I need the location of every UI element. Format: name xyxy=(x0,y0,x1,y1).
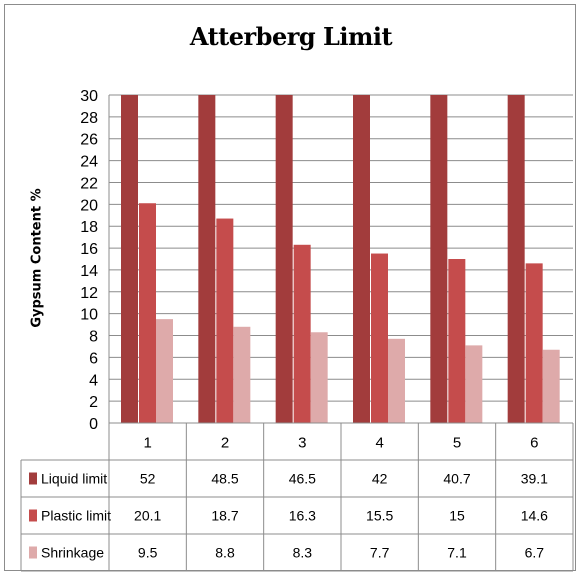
legend-swatch xyxy=(29,509,37,522)
bar-liquid-limit xyxy=(121,95,138,423)
bar-plastic-limit xyxy=(216,218,234,423)
x-category-label: 5 xyxy=(453,435,461,452)
data-table-value: 8.3 xyxy=(293,545,313,561)
bar-liquid-limit xyxy=(353,95,370,423)
bar-shrinkage xyxy=(542,349,560,423)
data-table-value: 16.3 xyxy=(289,508,316,524)
bar-shrinkage xyxy=(310,332,328,423)
x-category-label: 2 xyxy=(221,435,229,452)
bar-liquid-limit xyxy=(275,95,293,423)
legend-swatch xyxy=(29,546,37,559)
data-table-value: 42 xyxy=(372,471,388,487)
bar-liquid-limit xyxy=(507,95,525,423)
y-tick-label: 12 xyxy=(80,285,98,302)
chart-title: Atterberg Limit xyxy=(189,22,393,51)
data-table-value: 7.1 xyxy=(447,545,467,561)
y-tick-label: 28 xyxy=(80,110,98,127)
x-category-label: 1 xyxy=(143,435,151,452)
bar-plastic-limit xyxy=(293,244,311,423)
bar-shrinkage xyxy=(388,338,405,423)
data-table-value: 15.5 xyxy=(366,508,393,524)
legend-label: Liquid limit xyxy=(41,471,107,487)
y-tick-label: 4 xyxy=(89,372,98,389)
bar-plastic-limit xyxy=(448,259,466,423)
data-table-value: 39.1 xyxy=(521,471,548,487)
bar-liquid-limit xyxy=(430,95,448,423)
y-tick-label: 2 xyxy=(89,394,98,411)
legend-swatch xyxy=(29,472,37,485)
data-table-value: 40.7 xyxy=(443,471,470,487)
y-tick-label: 24 xyxy=(80,154,98,171)
y-tick-label: 20 xyxy=(80,197,98,214)
y-tick-label: 18 xyxy=(80,219,98,236)
data-table-value: 9.5 xyxy=(138,545,158,561)
data-table-value: 15 xyxy=(449,508,465,524)
bar-shrinkage xyxy=(156,319,173,423)
y-tick-label: 30 xyxy=(80,88,98,105)
y-tick-label: 8 xyxy=(89,329,98,346)
y-tick-label: 10 xyxy=(80,307,98,324)
data-table-value: 14.6 xyxy=(521,508,548,524)
legend-label: Shrinkage xyxy=(41,545,104,561)
x-category-label: 3 xyxy=(298,435,306,452)
y-tick-label: 6 xyxy=(89,350,98,367)
data-table-value: 6.7 xyxy=(525,545,545,561)
bar-shrinkage xyxy=(233,326,251,423)
y-tick-label: 14 xyxy=(80,263,98,280)
data-table-value: 7.7 xyxy=(370,545,390,561)
bar-plastic-limit xyxy=(525,263,543,423)
data-table-value: 48.5 xyxy=(211,471,238,487)
y-tick-label: 0 xyxy=(89,416,98,433)
data-table-value: 20.1 xyxy=(134,508,161,524)
bar-plastic-limit xyxy=(371,253,388,423)
y-tick-label: 16 xyxy=(80,241,98,258)
data-table-value: 46.5 xyxy=(289,471,316,487)
x-category-label: 6 xyxy=(530,435,538,452)
data-table-value: 18.7 xyxy=(211,508,238,524)
y-tick-label: 26 xyxy=(80,132,98,149)
data-table-value: 52 xyxy=(140,471,156,487)
bar-shrinkage xyxy=(465,345,483,423)
data-table-value: 8.8 xyxy=(215,545,235,561)
y-tick-label: 22 xyxy=(80,175,98,192)
x-category-label: 4 xyxy=(375,435,383,452)
legend-label: Plastic limit xyxy=(41,508,111,524)
bar-plastic-limit xyxy=(139,203,156,423)
bar-liquid-limit xyxy=(198,95,216,423)
